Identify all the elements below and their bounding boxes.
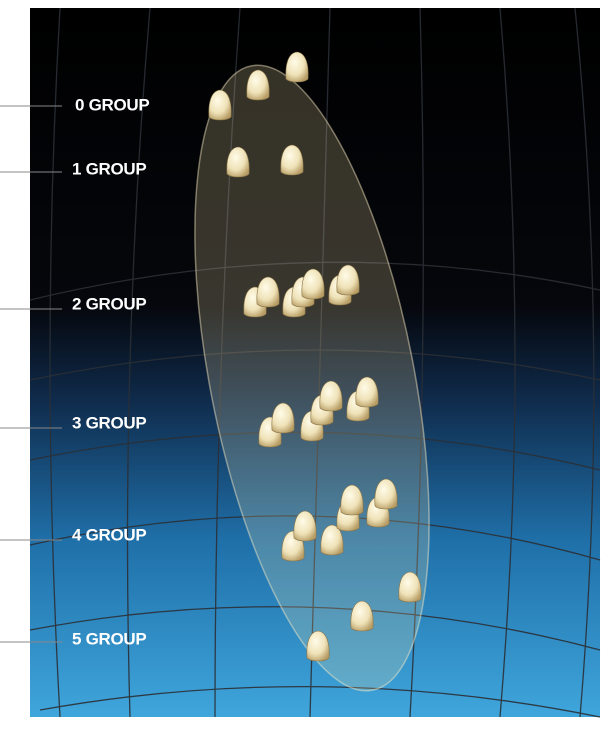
group-label: 0 GROUP [75, 95, 149, 114]
label-leaders [0, 105, 62, 643]
group-envelope [194, 64, 430, 692]
group-label: 1 GROUP [72, 159, 146, 178]
group-label: 4 GROUP [72, 525, 146, 544]
group-label: 3 GROUP [72, 413, 146, 432]
group-label: 5 GROUP [72, 629, 146, 648]
group-label: 2 GROUP [72, 294, 146, 313]
